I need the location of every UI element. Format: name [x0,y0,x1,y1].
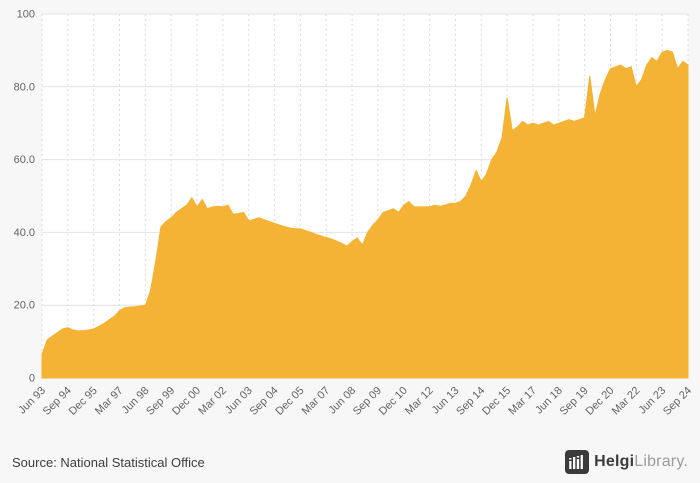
x-tick-label: Mar 02 [196,385,229,418]
x-tick-label: Dec 05 [273,385,306,418]
x-tick-label: Dec 10 [377,385,410,418]
x-tick-label: Dec 00 [170,385,203,418]
area-chart: 0 20.0 40.0 60.0 80.0 100 Jun 93 Sep 94 Dec 95 Ma… [14,9,695,418]
x-tick-label: Mar 97 [93,385,126,418]
y-tick-label: 20.0 [14,300,35,312]
y-tick-label: 40.0 [14,227,35,239]
logo-text-library: Library. [634,453,688,470]
x-tick-label: Mar 22 [610,385,643,418]
x-tick-label: Dec 15 [480,385,513,418]
x-tick-label: Dec 95 [67,385,100,418]
y-tick-label: 100 [17,9,35,21]
area-series [41,49,689,379]
x-tick-label: Mar 07 [300,385,333,418]
x-tick-label: Mar 12 [403,385,436,418]
x-tick-label: Dec 20 [583,385,616,418]
y-tick-label: 80.0 [14,81,35,93]
helgi-logo: HelgiLibrary. [565,450,688,474]
logo-text: HelgiLibrary. [594,453,688,471]
y-tick-label: 60.0 [14,154,35,166]
x-tick-label: Mar 17 [506,385,539,418]
source-text: Source: National Statistical Office [12,454,205,470]
logo-text-helgi: Helgi [594,453,635,470]
x-tick-label: Sep 24 [661,385,694,418]
helgi-logo-icon [565,450,590,474]
y-tick-label: 0 [29,373,35,385]
chart-footer: Source: National Statistical Office Helg… [0,441,700,483]
